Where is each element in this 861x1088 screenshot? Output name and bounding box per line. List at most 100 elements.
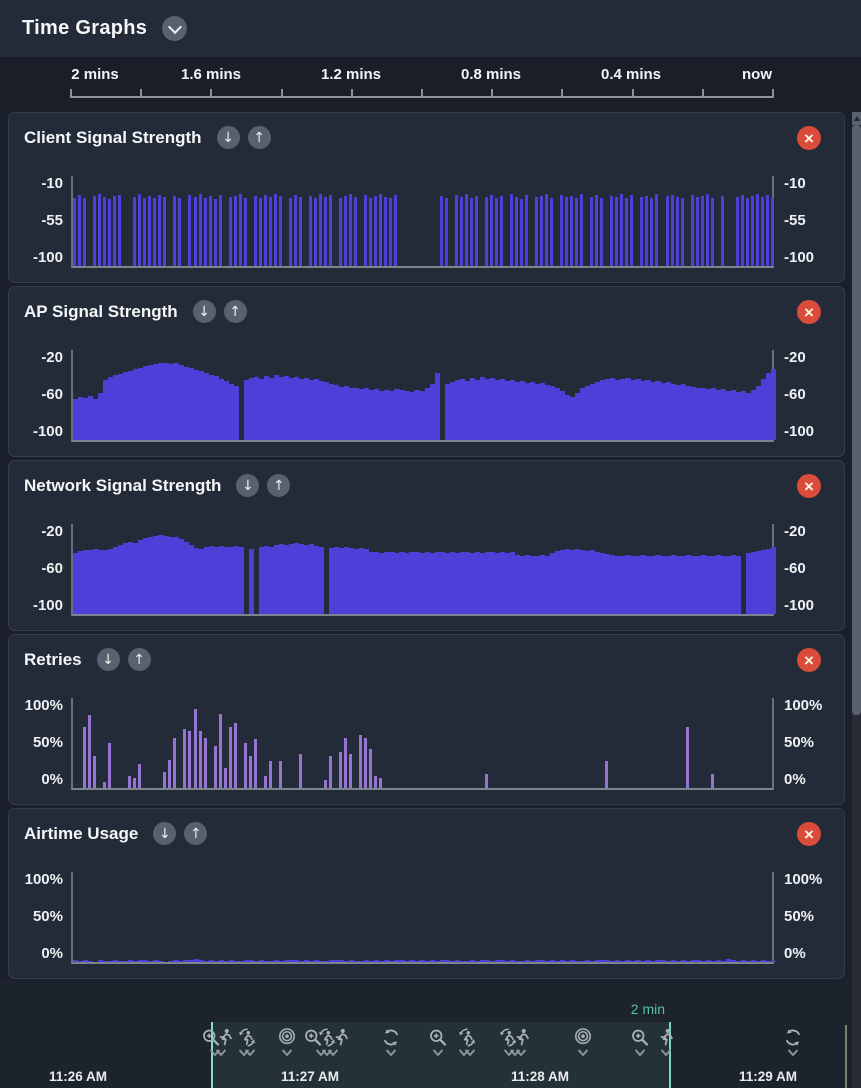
- bar: [143, 538, 149, 614]
- timeline-event[interactable]: [573, 1026, 594, 1057]
- bar: [83, 960, 89, 962]
- move-panel-up-button[interactable]: ↑: [247, 126, 271, 149]
- bar: [625, 198, 629, 266]
- timeline-event[interactable]: [783, 1026, 804, 1057]
- bar: [424, 960, 430, 962]
- bar: [765, 195, 769, 266]
- bar: [364, 737, 368, 788]
- bar: [575, 960, 581, 962]
- bar: [228, 727, 232, 788]
- move-panel-down-button[interactable]: ↓: [96, 648, 120, 671]
- timeline-event[interactable]: [381, 1026, 402, 1057]
- bar: [660, 555, 666, 614]
- bar: [499, 552, 505, 614]
- y-axis-tick: -100: [32, 249, 63, 266]
- page-title: Time Graphs: [22, 17, 148, 39]
- bar: [565, 196, 569, 266]
- bar: [570, 960, 576, 962]
- bar: [193, 958, 199, 962]
- bar: [93, 398, 99, 440]
- move-panel-up-button[interactable]: ↑: [223, 300, 247, 323]
- bar: [680, 198, 684, 266]
- close-panel-button[interactable]: ×: [797, 126, 821, 150]
- bar: [399, 960, 405, 962]
- bar: [163, 535, 169, 614]
- scroll-up-button[interactable]: [852, 112, 861, 125]
- bar: [750, 552, 757, 614]
- bar: [519, 199, 523, 266]
- move-panel-up-button[interactable]: ↑: [184, 822, 208, 845]
- move-panel-down-button[interactable]: ↓: [216, 126, 240, 149]
- timeline-event[interactable]: [457, 1026, 478, 1057]
- bar: [288, 543, 295, 614]
- bar: [359, 547, 365, 614]
- bar: [98, 550, 104, 614]
- timeline-event[interactable]: [303, 1026, 352, 1057]
- bar: [524, 555, 531, 614]
- bar: [208, 960, 214, 962]
- bar: [193, 369, 199, 440]
- runner-sync-icon: [237, 1027, 258, 1048]
- move-panel-up-button[interactable]: ↑: [127, 648, 151, 671]
- bar: [494, 380, 500, 440]
- bar: [595, 195, 599, 266]
- bar: [369, 390, 375, 440]
- bar: [293, 960, 300, 962]
- bar: [550, 960, 556, 962]
- bar: [449, 960, 455, 962]
- bar: [509, 552, 516, 614]
- bar: [479, 960, 485, 962]
- timeline-timestamp: 11:27 AM: [280, 1069, 340, 1084]
- bar: [394, 195, 398, 266]
- bar: [735, 392, 742, 440]
- bar: [324, 381, 330, 440]
- timeline-event[interactable]: [630, 1026, 651, 1057]
- bar: [364, 388, 370, 440]
- collapse-section-button[interactable]: [162, 16, 188, 41]
- timeline-event[interactable]: [656, 1026, 677, 1057]
- bar: [600, 959, 606, 962]
- close-panel-button[interactable]: ×: [797, 474, 821, 498]
- close-panel-button[interactable]: ×: [797, 300, 821, 324]
- bar: [685, 385, 691, 440]
- bar: [243, 743, 247, 788]
- bar: [88, 395, 94, 440]
- close-panel-button[interactable]: ×: [797, 648, 821, 672]
- close-panel-button[interactable]: ×: [797, 822, 821, 846]
- bar: [298, 754, 302, 788]
- bar: [314, 960, 320, 962]
- bar: [108, 377, 114, 440]
- ruler-tick: [350, 89, 353, 96]
- bar: [263, 545, 269, 614]
- ruler-tick: [631, 89, 634, 96]
- timeline-event[interactable]: [201, 1026, 236, 1057]
- y-axis-tick-right: -10: [784, 175, 806, 192]
- bar: [319, 194, 323, 266]
- move-panel-down-button[interactable]: ↓: [153, 822, 177, 845]
- scrollbar-thumb[interactable]: [852, 125, 861, 715]
- y-axis-tick-right: -55: [784, 212, 806, 229]
- bar: [374, 389, 380, 440]
- bar: [128, 542, 134, 614]
- bar: [178, 198, 182, 266]
- bar: [153, 535, 159, 614]
- bar: [560, 550, 566, 614]
- move-panel-down-button[interactable]: ↓: [236, 474, 260, 497]
- move-panel-down-button[interactable]: ↓: [192, 300, 216, 323]
- bar: [444, 959, 450, 962]
- bar: [98, 960, 104, 962]
- timeline-event[interactable]: [428, 1026, 449, 1057]
- timeline-event[interactable]: [277, 1026, 298, 1057]
- bar: [93, 549, 99, 614]
- move-panel-up-button[interactable]: ↑: [267, 474, 291, 497]
- bar: [534, 196, 538, 266]
- bar: [238, 960, 244, 962]
- bar: [243, 198, 247, 266]
- bar: [605, 761, 609, 788]
- bar: [655, 960, 661, 962]
- bar: [238, 194, 242, 266]
- bar: [424, 552, 430, 614]
- timeline-event[interactable]: [498, 1026, 533, 1057]
- timeline-event[interactable]: [237, 1026, 258, 1057]
- bar: [459, 196, 463, 266]
